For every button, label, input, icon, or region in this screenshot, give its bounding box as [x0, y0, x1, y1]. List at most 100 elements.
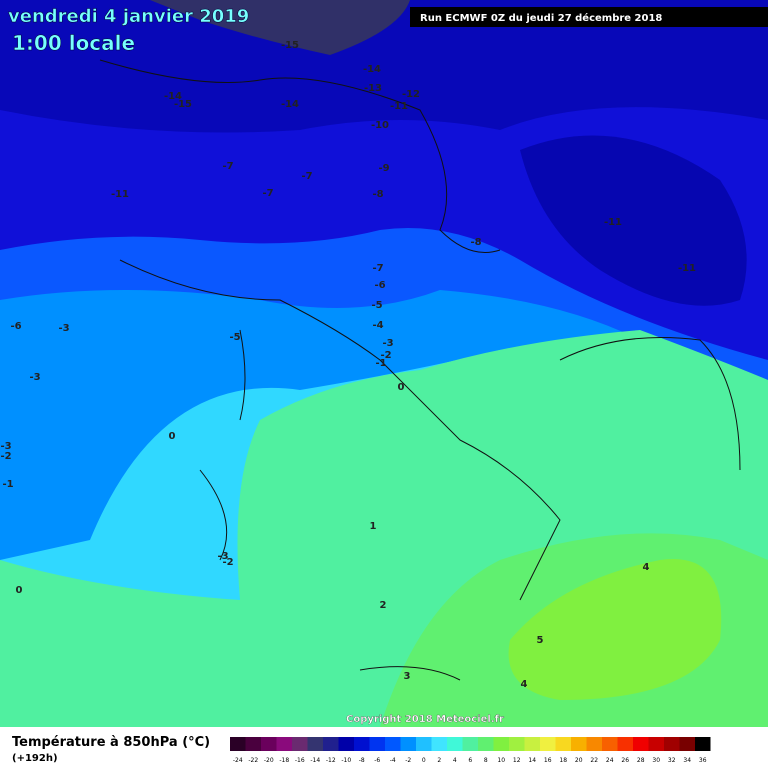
colorbar-tick-label: 30: [652, 757, 660, 764]
colorbar-tick-label: -24: [233, 757, 243, 764]
contour-label: -1: [375, 358, 386, 369]
colorbar-tick-label: -8: [359, 757, 365, 764]
title: vendredi 4 janvier 2019: [8, 6, 249, 27]
contour-label: -14: [363, 64, 381, 75]
contour-label: -14: [281, 99, 299, 110]
colorbar-tick-label: 34: [683, 757, 691, 764]
colorbar-tick-label: 26: [621, 757, 629, 764]
colorbar: -24 -22 -20 -18 -16 -14 -12 -10 -8 -6 -4 -2 0 2 4 6 8 10 1…: [230, 737, 711, 764]
contour-label: -11: [390, 101, 408, 112]
colorbar-tick-label: -6: [374, 757, 380, 764]
contour-label: -7: [222, 161, 233, 172]
colorbar-tick-label: 0: [422, 757, 426, 764]
contour-label: -11: [678, 263, 696, 274]
colorbar-tick-label: 36: [699, 757, 707, 764]
contour-label: -3: [217, 551, 228, 562]
color-swatch: [602, 737, 618, 751]
contour-label: -2: [380, 350, 391, 361]
contour-label: -9: [378, 163, 389, 174]
color-swatch: [586, 737, 602, 751]
color-swatch: [230, 737, 246, 751]
contour-label: 4: [643, 562, 650, 573]
contour-label: -4: [372, 320, 383, 331]
color-swatch: [245, 737, 261, 751]
legend-title: Température à 850hPa (°C): [12, 735, 210, 750]
colorbar-tick-label: 20: [575, 757, 583, 764]
legend-lead: (+192h): [12, 753, 58, 764]
color-swatch: [633, 737, 649, 751]
color-swatch: [385, 737, 401, 751]
contour-label: 5: [537, 635, 544, 646]
contour-label: -2: [0, 451, 11, 462]
contour-label: -15: [174, 99, 192, 110]
color-swatch: [400, 737, 416, 751]
contour-label: -5: [371, 300, 382, 311]
contour-label: -3: [58, 323, 69, 334]
colorbar-tick-label: -14: [310, 757, 320, 764]
contour-label: -1: [2, 479, 13, 490]
color-swatch: [617, 737, 633, 751]
colorbar-tick-label: 24: [606, 757, 614, 764]
color-swatch: [462, 737, 478, 751]
contour-label: 3: [404, 671, 411, 682]
contour-label: -12: [402, 89, 420, 100]
color-swatch: [509, 737, 525, 751]
band-5: [508, 559, 722, 700]
color-swatch: [338, 737, 354, 751]
contour-label: -11: [604, 217, 622, 228]
color-swatch: [493, 737, 509, 751]
colorbar-tick-label: -20: [264, 757, 274, 764]
color-swatch: [261, 737, 277, 751]
color-swatch: [524, 737, 540, 751]
contour-label: 4: [521, 679, 528, 690]
colorbar-tick-label: -16: [295, 757, 305, 764]
cold-area-east: [520, 135, 747, 306]
color-swatch: [416, 737, 432, 751]
color-swatch: [354, 737, 370, 751]
run-box: [410, 7, 768, 27]
borders: [99, 59, 741, 681]
colorbar-tick-label: 18: [559, 757, 567, 764]
contour-label: -2: [222, 557, 233, 568]
color-swatch: [447, 737, 463, 751]
contour-label: -15: [281, 40, 299, 51]
color-swatch: [369, 737, 385, 751]
colorbar-tick-label: 32: [668, 757, 676, 764]
contour-label: -7: [372, 263, 383, 274]
run: Run ECMWF 0Z du jeudi 27 décembre 2018: [420, 12, 662, 24]
colorbar-tick-label: 22: [590, 757, 598, 764]
contour-label: -8: [470, 237, 481, 248]
very-cold-area: [150, 0, 410, 55]
colorbar-tick-label: 4: [453, 757, 457, 764]
color-swatch: [478, 737, 494, 751]
color-swatch: [571, 737, 587, 751]
contour-label: -7: [301, 171, 312, 182]
contour-label: -3: [0, 441, 11, 452]
colorbar-tick-label: 10: [497, 757, 505, 764]
contour-label: -3: [382, 338, 393, 349]
colorbar-tick-label: -18: [279, 757, 289, 764]
contour-label: 2: [380, 600, 387, 611]
colorbar-tick-label: -22: [248, 757, 258, 764]
colorbar-tick-label: 16: [544, 757, 552, 764]
color-swatch: [431, 737, 447, 751]
colorbar-tick-label: -12: [326, 757, 336, 764]
cold-band: [0, 0, 768, 133]
colorbar-tick-label: -2: [405, 757, 411, 764]
color-swatch: [664, 737, 680, 751]
color-swatch: [276, 737, 292, 751]
contour-label: 1: [370, 521, 377, 532]
contour-label: -6: [10, 321, 21, 332]
color-swatch: [695, 737, 711, 751]
colorbar-tick-label: -4: [390, 757, 396, 764]
colorbar-tick-label: 6: [468, 757, 472, 764]
colorbar-tick-label: -10: [341, 757, 351, 764]
contour-label: -6: [374, 280, 385, 291]
contour-label: 0: [169, 431, 176, 442]
colorbar-tick-label: 12: [513, 757, 521, 764]
contour-label: -3: [29, 372, 40, 383]
time: 1:00 locale: [12, 31, 135, 55]
colorbar-tick-label: 28: [637, 757, 645, 764]
contour-label: -14: [164, 91, 182, 102]
contour-label: -10: [371, 120, 389, 131]
